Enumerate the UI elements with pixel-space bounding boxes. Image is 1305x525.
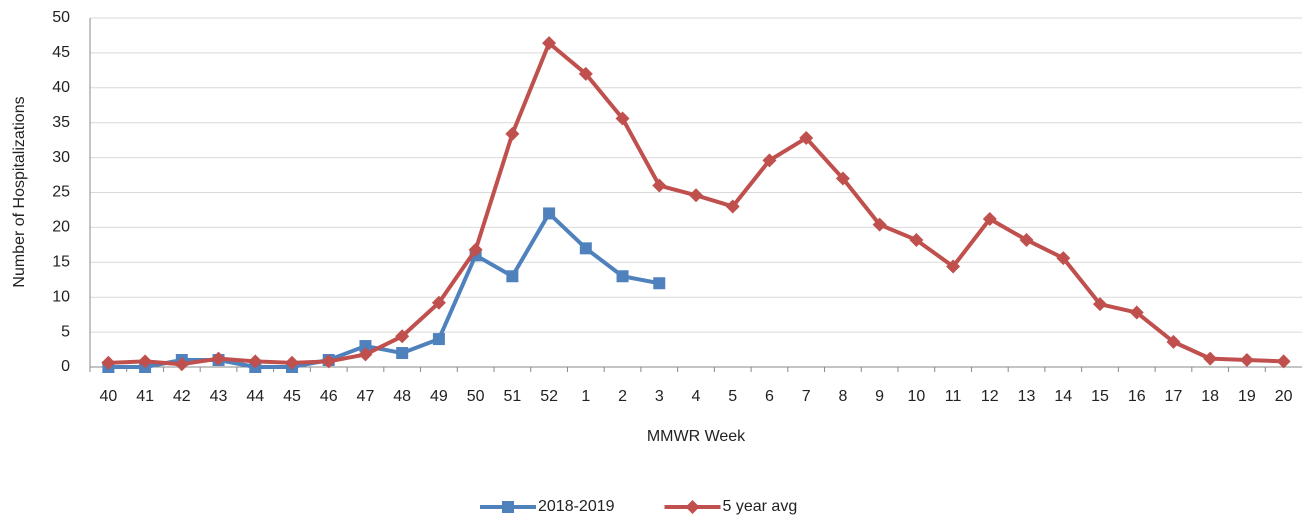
marker [1129,305,1144,320]
y-tick-label: 35 [52,114,70,131]
x-tick-label: 46 [320,388,338,405]
x-tick-label: 13 [1018,388,1036,405]
marker [725,199,740,214]
marker [138,354,153,369]
x-tick-label: 5 [728,388,737,405]
marker [1166,334,1181,349]
marker [174,357,189,372]
marker [211,351,226,366]
marker [1019,232,1034,247]
x-tick-label: 44 [246,388,264,405]
marker [982,212,997,227]
x-tick-label: 16 [1128,388,1146,405]
marker [1093,297,1107,312]
x-tick-label: 7 [802,388,811,405]
x-tick-label: 12 [981,388,999,405]
marker [506,270,519,283]
y-tick-label: 20 [52,219,70,236]
x-tick-label: 49 [430,388,448,405]
y-tick-label: 0 [61,358,70,375]
marker [872,217,887,232]
marker [505,126,520,141]
x-tick-label: 20 [1275,388,1293,405]
y-tick-label: 10 [52,288,70,305]
marker [101,355,116,370]
y-tick-label: 30 [52,149,70,166]
x-tick-label: 42 [173,388,191,405]
marker [395,329,410,344]
series-line [108,41,1284,367]
marker [468,242,483,257]
marker [616,270,629,283]
y-tick-label: 40 [52,79,70,96]
marker [321,354,336,369]
x-tick-label: 51 [503,388,521,405]
x-tick-label: 45 [283,388,301,405]
marker [689,188,703,203]
marker [1239,353,1254,368]
marker [502,501,514,513]
y-tick-label: 15 [52,254,70,271]
x-tick-label: 8 [838,388,847,405]
x-tick-label: 1 [581,388,590,405]
marker [358,347,373,362]
x-tick-label: 43 [210,388,228,405]
marker [652,178,667,193]
marker [285,355,299,370]
x-tick-label: 52 [540,388,558,405]
x-tick-label: 47 [357,388,375,405]
y-axis-label: Number of Hospitalizations [11,96,28,287]
marker [615,111,630,126]
y-tick-label: 5 [61,323,70,340]
x-tick-label: 11 [945,388,962,405]
x-tick-label: 48 [393,388,411,405]
x-tick-label: 3 [655,388,664,405]
marker [432,333,445,346]
marker [542,36,557,51]
marker [685,500,700,514]
marker [799,131,814,146]
legend-label: 5 year avg [723,498,798,515]
y-tick-label: 50 [52,9,70,26]
x-tick-label: 4 [692,388,701,405]
marker [1203,351,1218,366]
marker [762,153,777,168]
legend-label: 2018-2019 [538,498,615,515]
marker [946,259,961,274]
x-tick-label: 18 [1201,388,1219,405]
marker [578,66,593,81]
marker [359,340,372,353]
x-axis-label: MMWR Week [647,428,746,445]
x-tick-label: 17 [1165,388,1183,405]
x-tick-label: 10 [907,388,925,405]
marker [1056,251,1071,266]
marker [396,347,409,360]
marker [543,207,556,220]
marker [1276,354,1291,369]
x-tick-label: 6 [765,388,774,405]
marker [579,242,592,255]
marker [909,232,924,247]
x-tick-label: 40 [99,388,117,405]
marker [248,354,263,369]
x-tick-label: 15 [1091,388,1109,405]
marker [835,171,850,186]
marker [431,295,446,310]
x-tick-label: 14 [1054,388,1072,405]
x-tick-label: 41 [136,388,154,405]
x-tick-label: 50 [467,388,485,405]
y-tick-label: 25 [52,184,70,201]
x-tick-label: 9 [875,388,884,405]
x-tick-label: 2 [618,388,627,405]
x-tick-label: 19 [1238,388,1256,405]
y-tick-label: 45 [52,44,70,61]
marker [653,277,666,290]
